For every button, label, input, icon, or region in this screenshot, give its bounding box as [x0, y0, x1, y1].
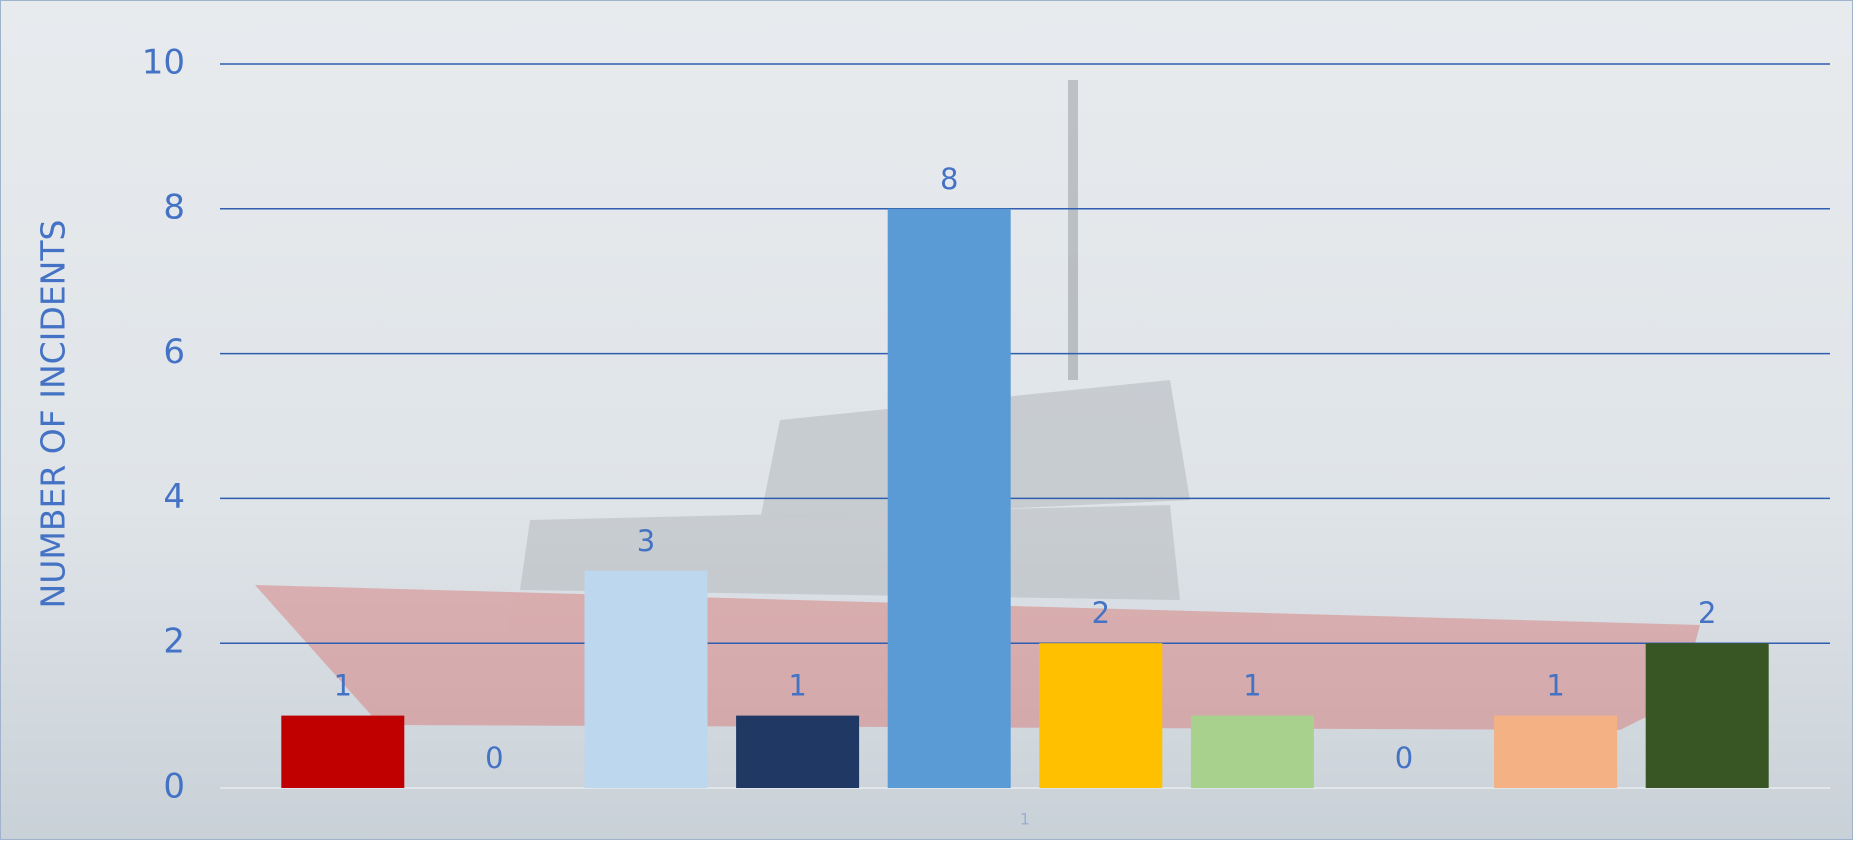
- value-label: 1: [334, 669, 352, 703]
- bar: [1190, 715, 1314, 788]
- y-axis-title: NUMBER OF INCIDENTS: [34, 220, 73, 609]
- y-tick-label: 6: [163, 332, 185, 372]
- y-tick-label: 8: [163, 187, 185, 227]
- value-label: 0: [1395, 741, 1413, 775]
- y-tick-label: 0: [163, 767, 185, 807]
- bar: [887, 208, 1011, 789]
- bar: [281, 715, 405, 788]
- bar: [1494, 715, 1618, 788]
- x-tick-label: 1: [1020, 810, 1030, 829]
- value-label: 1: [1546, 669, 1564, 703]
- bar: [584, 570, 708, 788]
- y-tick-label: 4: [163, 477, 185, 517]
- bar: [736, 715, 860, 788]
- value-label: 3: [637, 524, 655, 558]
- y-tick-label: 10: [142, 43, 185, 83]
- value-label: 8: [940, 162, 958, 196]
- value-label: 1: [788, 669, 806, 703]
- bar: [1645, 643, 1769, 788]
- value-label: 0: [485, 741, 503, 775]
- bar: [1039, 643, 1163, 788]
- y-tick-label: 2: [163, 622, 185, 662]
- value-label: 2: [1698, 596, 1716, 630]
- value-label: 1: [1243, 669, 1261, 703]
- value-label: 2: [1092, 596, 1110, 630]
